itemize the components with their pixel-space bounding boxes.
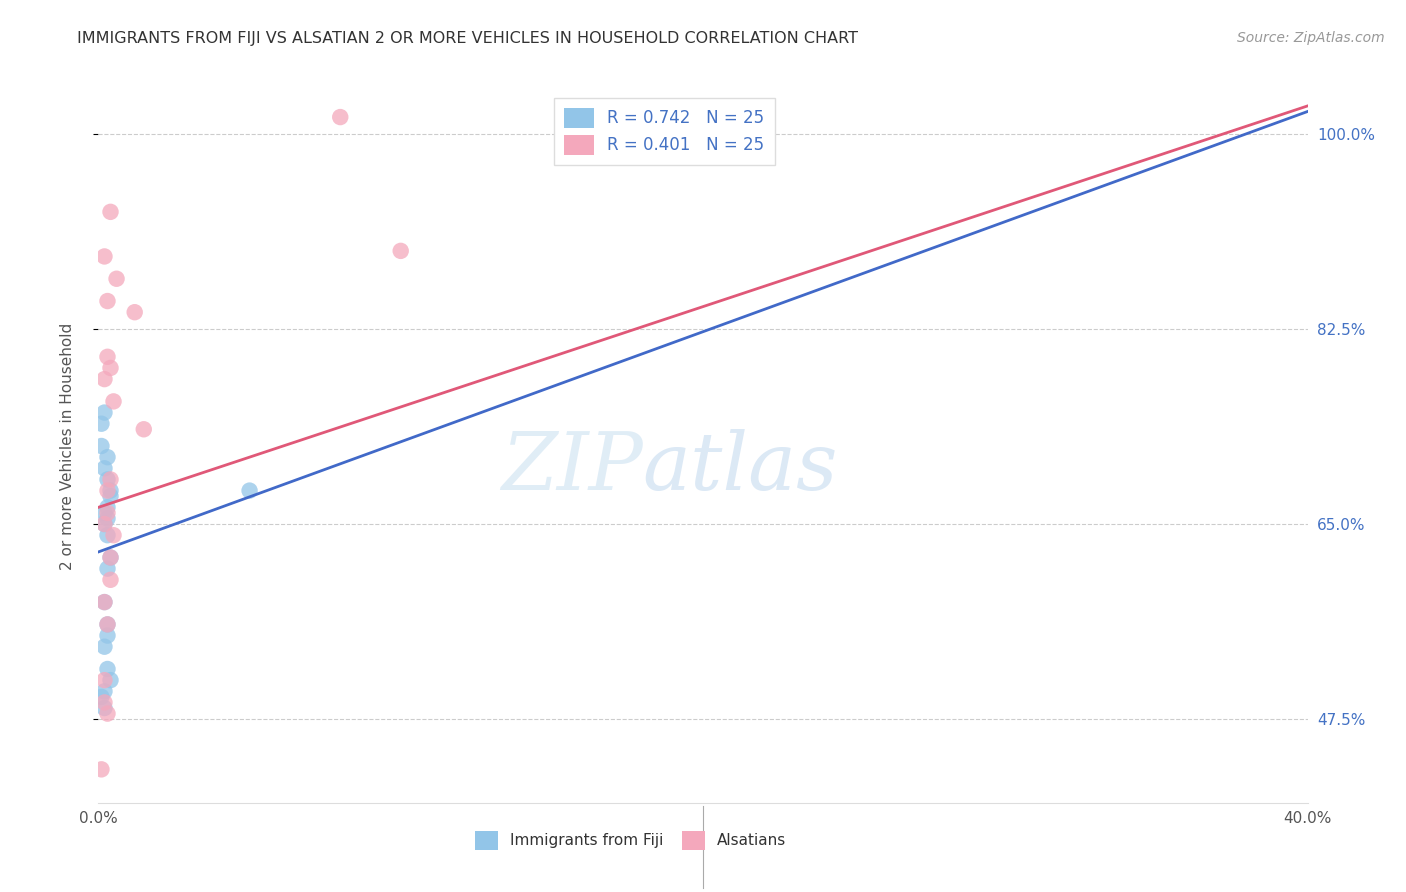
Point — [90, 762, 112, 776]
Point — [96, 450, 118, 464]
Point — [96, 293, 118, 308]
Point — [93, 405, 115, 420]
Point — [96, 662, 118, 676]
Point — [100, 473, 122, 487]
Point — [96, 511, 118, 525]
Point — [124, 305, 146, 319]
Point — [93, 372, 115, 386]
Point — [96, 506, 118, 520]
Point — [239, 483, 262, 498]
Point — [96, 617, 118, 632]
Point — [100, 573, 122, 587]
Point — [90, 690, 112, 704]
Text: ZIP: ZIP — [501, 429, 643, 506]
Point — [103, 394, 125, 409]
Point — [96, 562, 118, 576]
Point — [100, 361, 122, 376]
Point — [100, 489, 122, 503]
Point — [93, 595, 115, 609]
Text: atlas: atlas — [643, 429, 838, 506]
Point — [93, 595, 115, 609]
Point — [90, 417, 112, 431]
Point — [96, 706, 118, 721]
Point — [90, 439, 112, 453]
Point — [96, 483, 118, 498]
Point — [96, 500, 118, 515]
Point — [105, 271, 128, 285]
Text: IMMIGRANTS FROM FIJI VS ALSATIAN 2 OR MORE VEHICLES IN HOUSEHOLD CORRELATION CHA: IMMIGRANTS FROM FIJI VS ALSATIAN 2 OR MO… — [77, 31, 858, 46]
Point — [93, 461, 115, 475]
Point — [93, 506, 115, 520]
Point — [103, 528, 125, 542]
Point — [96, 473, 118, 487]
Point — [93, 701, 115, 715]
Point — [93, 250, 115, 264]
Point — [100, 204, 122, 219]
Point — [132, 422, 155, 436]
Point — [100, 673, 122, 688]
Point — [100, 550, 122, 565]
Point — [93, 640, 115, 654]
Legend: Immigrants from Fiji, Alsatians: Immigrants from Fiji, Alsatians — [468, 825, 792, 855]
Point — [100, 550, 122, 565]
Point — [93, 696, 115, 710]
Text: Source: ZipAtlas.com: Source: ZipAtlas.com — [1237, 31, 1385, 45]
Point — [93, 517, 115, 532]
Point — [100, 483, 122, 498]
Point — [96, 617, 118, 632]
Point — [96, 350, 118, 364]
Point — [96, 628, 118, 642]
Point — [93, 673, 115, 688]
Point — [96, 528, 118, 542]
Point — [93, 684, 115, 698]
Point — [93, 517, 115, 532]
Point — [329, 110, 352, 124]
Point — [389, 244, 412, 258]
Y-axis label: 2 or more Vehicles in Household: 2 or more Vehicles in Household — [60, 322, 75, 570]
